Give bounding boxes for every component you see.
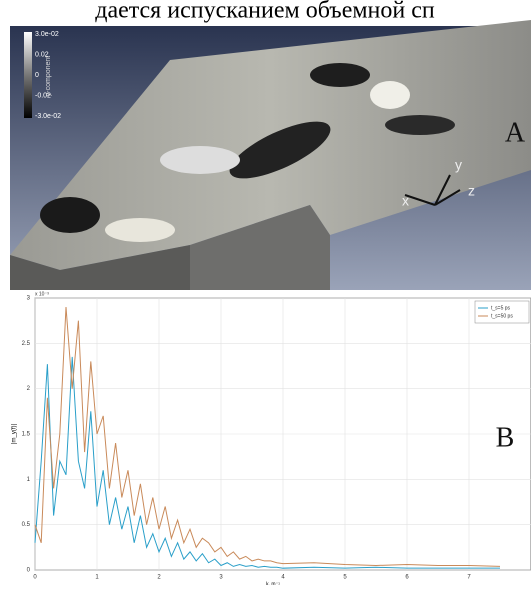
legend-box (475, 301, 529, 323)
x-tick-label: 5 (343, 575, 347, 581)
x-tick-label: 3 (219, 575, 223, 581)
legend-label: t_s=5 ps (491, 305, 511, 311)
axis-label: y (455, 157, 462, 173)
x-tick-label: 4 (281, 575, 285, 581)
colorbar-tick: -3.0e-02 (35, 113, 61, 120)
field-blob (370, 81, 410, 109)
x-tick-label: 7 (467, 575, 471, 581)
x-tick-label: 1 (95, 575, 99, 581)
colorbar-title: y-component (45, 56, 52, 97)
colorbar-tick: 0 (35, 72, 39, 79)
colorbar (24, 32, 32, 118)
legend-label: t_s=50 ps (491, 313, 513, 319)
y-axis-label: |m_y(f)| (12, 424, 18, 445)
x-tick-label: 0 (33, 575, 37, 581)
x-axis-label: k, m⁻¹ (266, 581, 280, 585)
panel-label: A (505, 117, 526, 148)
axis-label: z (468, 183, 475, 199)
field-blob (385, 115, 455, 135)
y-tick-label: 1 (27, 477, 31, 483)
field-blob (105, 218, 175, 242)
colorbar-tick: 3.0e-02 (35, 31, 59, 38)
y-tick-label: 2.5 (22, 341, 31, 347)
field-blob (40, 197, 100, 233)
y-tick-label: 0 (27, 568, 31, 574)
x-tick-label: 6 (405, 575, 409, 581)
axis-label: x (402, 193, 409, 209)
field-blob (160, 146, 240, 174)
header-text: дается испусканием объемной сп (95, 0, 435, 24)
y-multiplier: x 10⁻³ (35, 291, 49, 297)
y-tick-label: 3 (27, 296, 31, 302)
panel-label: B (496, 422, 515, 453)
x-tick-label: 2 (157, 575, 161, 581)
y-tick-label: 1.5 (22, 432, 31, 438)
field-blob (310, 63, 370, 87)
y-tick-label: 0.5 (22, 522, 31, 528)
y-tick-label: 2 (27, 386, 31, 392)
figure: дается испусканием объемной сп 3.0e-02 0.… (0, 0, 531, 585)
